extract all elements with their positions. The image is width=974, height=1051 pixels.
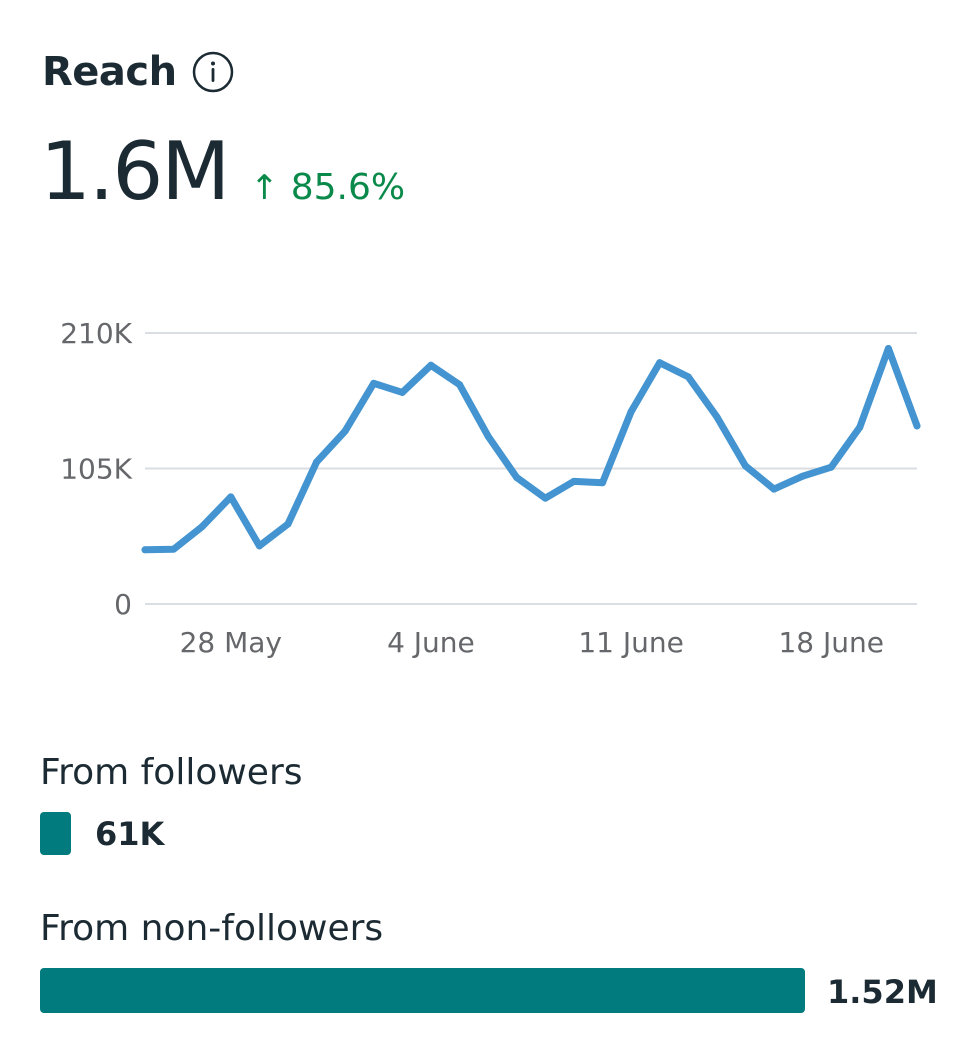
data-point	[370, 379, 378, 387]
x-tick-label: 4 June	[387, 626, 475, 659]
metric-row: 1.6M ↑ 85.6%	[40, 132, 405, 212]
non-followers-bar	[40, 968, 805, 1013]
followers-bar	[40, 812, 71, 855]
x-tick-label: 11 June	[578, 626, 684, 659]
data-point	[827, 463, 835, 471]
non-followers-value: 1.52M	[827, 973, 938, 1011]
data-point	[656, 359, 664, 367]
data-point	[541, 494, 549, 502]
data-point	[913, 422, 921, 430]
data-point	[227, 493, 235, 501]
reach-series-line	[141, 345, 921, 554]
data-point	[141, 546, 149, 554]
data-point	[284, 520, 292, 528]
data-point	[713, 413, 721, 421]
followers-value: 61K	[95, 815, 165, 853]
header: Reach	[42, 44, 235, 100]
data-point	[856, 423, 864, 431]
data-point	[456, 381, 464, 389]
data-point	[255, 542, 263, 550]
data-point	[770, 485, 778, 493]
page-title: Reach	[42, 49, 177, 95]
metric-change: ↑ 85.6%	[250, 167, 405, 208]
data-point	[627, 408, 635, 416]
arrow-up-icon: ↑	[250, 168, 279, 208]
followers-label: From followers	[40, 752, 303, 793]
y-tick-label: 210K	[60, 317, 132, 350]
x-tick-label: 28 May	[180, 626, 282, 659]
data-point	[341, 427, 349, 435]
data-point	[598, 479, 606, 487]
data-point	[427, 361, 435, 369]
data-point	[570, 477, 578, 485]
data-point	[513, 474, 521, 482]
data-point	[799, 472, 807, 480]
change-percent: 85.6%	[290, 167, 406, 208]
data-point	[741, 462, 749, 470]
data-point	[170, 545, 178, 553]
data-point	[198, 523, 206, 531]
data-point	[398, 388, 406, 396]
data-point	[313, 458, 321, 466]
non-followers-label: From non-followers	[40, 908, 384, 949]
data-point	[484, 432, 492, 440]
y-tick-label: 105K	[60, 453, 132, 486]
info-icon[interactable]	[191, 50, 235, 94]
y-tick-label: 0	[114, 588, 132, 621]
data-point	[684, 373, 692, 381]
x-tick-label: 18 June	[778, 626, 884, 659]
metric-value: 1.6M	[40, 125, 230, 218]
reach-line-chart: 0 105K 210K 28 May 4 June 11 June 18 June	[60, 317, 921, 659]
data-point	[884, 344, 892, 352]
